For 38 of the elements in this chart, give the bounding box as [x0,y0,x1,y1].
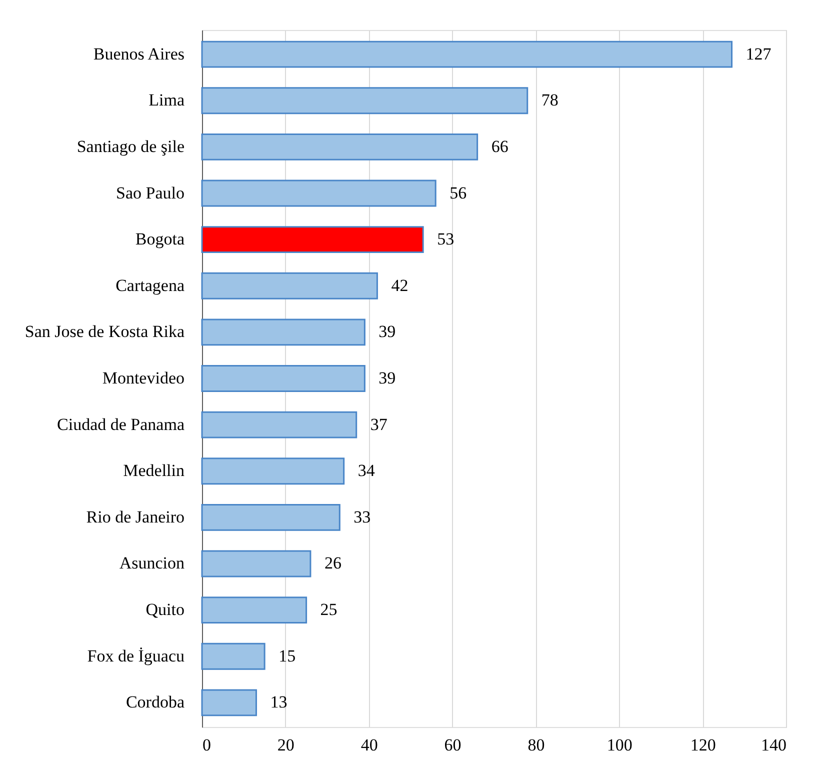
y-tick-label: Santiago de şile [76,136,184,156]
x-tick-label: 20 [277,736,294,754]
x-tick-label: 80 [528,736,545,754]
x-tick-label: 40 [360,736,378,754]
y-tick-label: Fox de İguacu [87,646,185,666]
data-label: 78 [541,90,558,110]
data-label: 26 [324,554,342,573]
x-tick-label: 100 [606,736,632,754]
y-tick-label: Ciudad de Panama [57,414,185,434]
data-label: 56 [450,183,467,202]
y-tick-label: Asuncion [119,554,185,573]
y-tick-label: Buenos Aires [93,44,184,64]
data-label: 39 [378,322,396,342]
y-tick-label: Cordoba [126,692,185,712]
y-tick-label: Cartagena [116,276,185,295]
data-label: 53 [437,230,454,249]
y-tick-label: Montevideo [102,368,184,388]
data-label: 15 [278,646,296,666]
y-tick-label: San Jose de Kosta Rika [24,322,185,342]
y-tick-label: Rio de Janeiro [86,507,184,526]
data-label: 39 [378,368,396,388]
data-label: 42 [391,276,408,295]
data-label: 13 [270,692,288,712]
x-tick-label: 60 [444,736,462,754]
data-label: 127 [746,44,772,64]
y-tick-label: Medellin [123,461,185,480]
y-tick-label: Bogota [135,230,185,249]
data-label: 66 [491,136,508,156]
data-label: 34 [358,461,376,480]
data-label: 37 [370,414,388,434]
data-label: 33 [354,507,371,526]
y-tick-label: Quito [146,600,184,620]
x-tick-label: 0 [202,736,211,754]
x-tick-label: 120 [690,736,716,754]
y-tick-label: Lima [148,90,185,110]
data-label: 25 [320,600,338,620]
x-tick-label: 140 [761,736,786,754]
y-tick-label: Sao Paulo [116,183,184,202]
